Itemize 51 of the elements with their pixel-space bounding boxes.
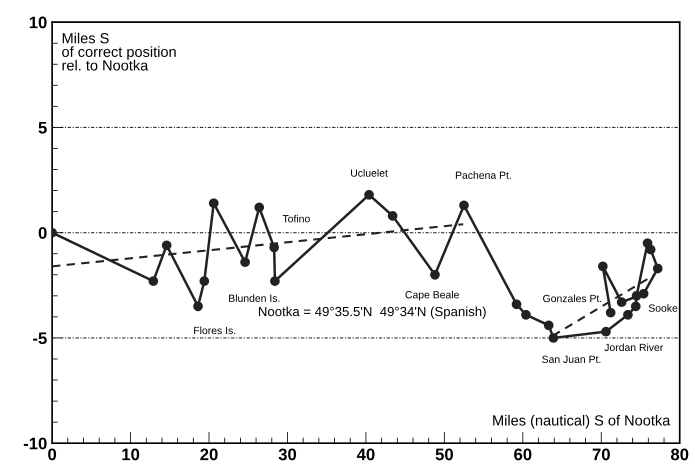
annotation: Gonzales Pt. [543,294,602,302]
x-tick-label: 70 [592,448,610,460]
annotation: Pachena Pt. [456,171,511,179]
x-tick-label: 40 [356,448,375,460]
point [254,202,264,212]
annotation: Nootka = 49°35.5'N 49°34'N (Spanish) [258,306,486,319]
point [240,257,250,268]
annotation: San Juan Pt. [542,356,600,363]
y-tick-label: 0 [38,227,47,239]
point [199,276,210,286]
point [388,210,398,221]
y-axis-title: Miles S of correct position rel. to Nootka [62,32,176,71]
point [544,320,554,330]
point [430,270,440,280]
x-axis-title: Miles (nautical) S of Nootka [493,414,670,428]
y-tick-label: 10 [30,16,47,28]
x-tick-label: 20 [200,448,218,460]
point [616,297,627,308]
annotation: Flores Is. [194,326,236,334]
point [623,310,633,320]
y-tick-label: -5 [33,332,47,344]
point [646,244,656,254]
point [601,326,611,336]
y-tick-label: -10 [24,438,47,450]
annotation: Tofino [282,214,310,222]
point [459,200,469,210]
x-tick-label: 60 [514,448,532,460]
point [208,198,219,208]
point [270,276,280,286]
point [148,276,158,286]
point [606,308,616,318]
annotation: Blunden Is. [229,294,280,302]
x-tick-label: 80 [670,448,688,460]
x-tick-label: 30 [278,448,296,460]
point [364,190,374,200]
x-tick-label: 50 [436,448,453,460]
point [630,302,641,312]
point [512,299,522,310]
point [521,310,531,320]
x-tick-label: 0 [48,448,56,460]
point [638,288,648,299]
point [598,262,608,272]
annotation: Cape Beale [405,290,459,300]
annotation: Jordan River [604,343,664,352]
x-tick-label: 10 [122,448,140,460]
point [652,264,663,274]
annotation: Sooke [648,304,678,312]
point [162,240,172,250]
annotation: Ucluelet [351,169,388,177]
y-tick-label: 5 [38,122,47,134]
point [193,302,203,312]
